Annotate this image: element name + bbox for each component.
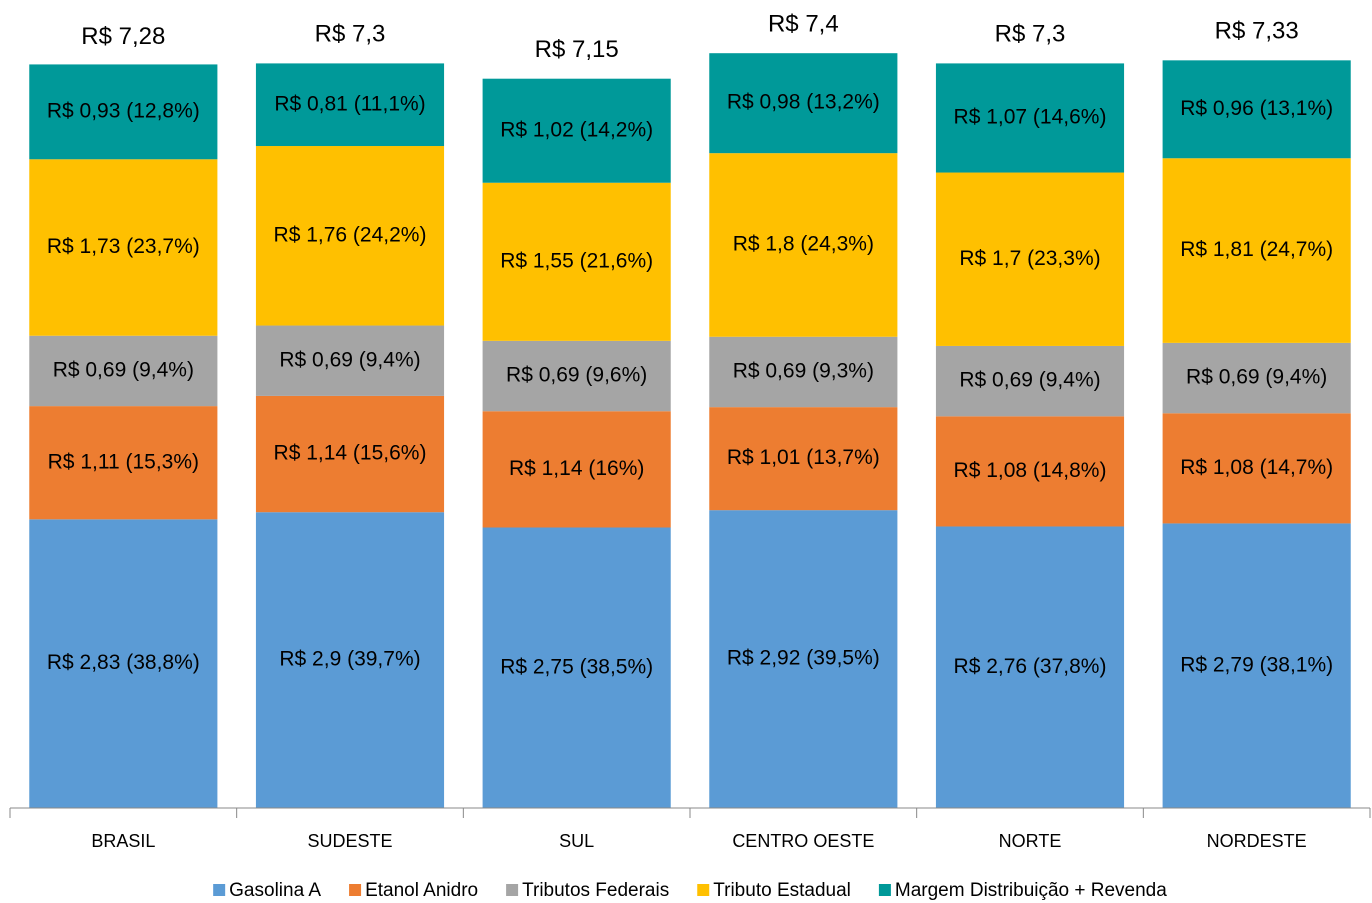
x-tick-label: BRASIL: [91, 831, 155, 851]
total-label: R$ 7,28: [81, 23, 165, 50]
data-label: R$ 0,96 (13,1%): [1180, 97, 1333, 120]
bar-segment: [935, 172, 1125, 346]
bar-segment: [482, 182, 671, 341]
total-label: R$ 7,33: [1215, 18, 1299, 45]
data-label: R$ 0,93 (12,8%): [47, 99, 200, 122]
x-tick-label: SUDESTE: [307, 831, 392, 851]
legend-label: Gasolina A: [229, 880, 321, 901]
bar-segment: [255, 146, 445, 326]
bar-segment: [29, 335, 218, 407]
bar-segment: [482, 340, 671, 412]
data-label: R$ 1,14 (16%): [509, 457, 644, 480]
data-label: R$ 1,08 (14,8%): [954, 459, 1107, 482]
legend-swatch: [506, 884, 519, 896]
data-label: R$ 0,69 (9,4%): [959, 369, 1100, 392]
bar-segment: [1162, 413, 1351, 524]
data-label: R$ 2,79 (38,1%): [1180, 653, 1333, 676]
bar-segment: [709, 336, 898, 408]
bar-segment: [709, 153, 898, 337]
legend-label: Margem Distribuição + Revenda: [895, 880, 1167, 901]
x-tick-label: CENTRO OESTE: [732, 831, 874, 851]
data-label: R$ 2,75 (38,5%): [500, 655, 653, 678]
legend-label: Tributo Estadual: [713, 880, 851, 901]
data-label: R$ 0,69 (9,4%): [279, 348, 420, 371]
bar-segment: [1162, 342, 1351, 414]
bar-segment: [709, 407, 898, 511]
x-tick-label: NORTE: [999, 831, 1062, 851]
data-label: R$ 2,92 (39,5%): [727, 647, 880, 670]
data-label: R$ 1,01 (13,7%): [727, 446, 880, 469]
data-label: R$ 1,8 (24,3%): [733, 233, 874, 256]
total-label: R$ 7,15: [535, 36, 619, 63]
data-label: R$ 2,76 (37,8%): [954, 655, 1107, 678]
x-tick-label: SUL: [559, 831, 594, 851]
data-label: R$ 0,69 (9,3%): [733, 359, 874, 382]
bar-segment: [29, 64, 218, 160]
bar-segment: [935, 63, 1125, 173]
bar-segment: [29, 159, 218, 336]
bar-segment: [1162, 60, 1351, 159]
data-label: R$ 1,81 (24,7%): [1180, 238, 1333, 261]
data-label: R$ 2,83 (38,8%): [47, 651, 200, 674]
bar-segment: [482, 411, 671, 528]
legend-swatch: [213, 884, 226, 896]
data-label: R$ 1,11 (15,3%): [48, 450, 199, 473]
bar-segment: [1162, 158, 1351, 343]
data-label: R$ 1,07 (14,6%): [954, 106, 1107, 129]
total-label: R$ 7,3: [995, 21, 1066, 48]
bar-segment: [482, 78, 671, 183]
bar-segment: [255, 63, 445, 147]
data-label: R$ 1,73 (23,7%): [47, 235, 200, 258]
bar-segment: [255, 325, 445, 396]
bar-segment: [29, 519, 218, 808]
x-tick-label: NORDESTE: [1207, 831, 1307, 851]
data-label: R$ 1,7 (23,3%): [959, 247, 1100, 270]
legend-swatch: [878, 884, 891, 896]
data-label: R$ 0,81 (11,1%): [274, 92, 425, 115]
data-label: R$ 2,9 (39,7%): [279, 648, 420, 671]
data-label: R$ 1,08 (14,7%): [1180, 456, 1333, 479]
bar-segment: [935, 526, 1125, 808]
legend-label: Etanol Anidro: [365, 880, 478, 901]
legend-swatch: [349, 884, 362, 896]
bar-segment: [29, 406, 218, 520]
bar-segment: [709, 510, 898, 808]
bar-segment: [709, 53, 898, 154]
bar-segment: [935, 416, 1125, 527]
data-label: R$ 1,14 (15,6%): [274, 442, 427, 465]
data-label: R$ 0,69 (9,4%): [53, 358, 194, 381]
bar-segment: [935, 345, 1125, 417]
data-label: R$ 0,98 (13,2%): [727, 91, 880, 114]
total-label: R$ 7,4: [768, 11, 839, 38]
data-label: R$ 1,76 (24,2%): [274, 223, 427, 246]
bar-segment: [255, 395, 445, 513]
bar-segment: [255, 512, 445, 808]
data-label: R$ 0,69 (9,6%): [506, 364, 647, 387]
bar-segment: [1162, 523, 1351, 808]
legend-label: Tributos Federais: [522, 880, 669, 901]
total-label: R$ 7,3: [315, 21, 386, 48]
legend-swatch: [697, 884, 710, 896]
data-label: R$ 1,55 (21,6%): [500, 249, 653, 272]
data-label: R$ 0,69 (9,4%): [1186, 366, 1327, 389]
data-label: R$ 1,02 (14,2%): [500, 118, 653, 141]
bar-segment: [482, 527, 671, 808]
